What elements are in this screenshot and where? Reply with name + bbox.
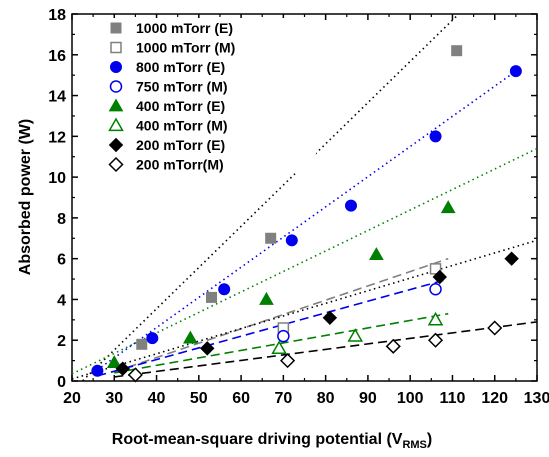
- legend-marker: [110, 22, 122, 34]
- legend-marker: [110, 41, 122, 54]
- legend-marker: [109, 80, 123, 93]
- fit-line: [114, 321, 537, 378]
- legend-label: 1000 mTorr (M): [136, 40, 235, 56]
- data-point: [206, 291, 217, 303]
- x-tick-label: 120: [481, 390, 508, 407]
- data-point: [91, 364, 104, 377]
- legend-backdrop: [96, 115, 316, 135]
- x-tick-label: 100: [397, 390, 424, 407]
- fit-line: [114, 312, 449, 374]
- y-tick-label: 6: [57, 252, 66, 269]
- legend-label: 400 mTorr (M): [136, 118, 228, 134]
- legend-marker: [110, 61, 122, 73]
- x-axis-title-main: Root-mean-square driving potential (V: [112, 431, 403, 448]
- data-point: [429, 263, 442, 275]
- fit-lines: [72, 15, 537, 381]
- data-point: [259, 291, 274, 305]
- y-tick-label: 8: [57, 211, 66, 228]
- y-tick-label: 0: [57, 374, 66, 391]
- legend-backdrop: [96, 57, 316, 76]
- x-tick-label: 90: [359, 390, 377, 407]
- y-tick-label: 14: [48, 89, 66, 106]
- y-tick-label: 2: [57, 333, 66, 350]
- x-tick-label: 110: [440, 390, 466, 407]
- fit-line: [114, 257, 449, 373]
- data-point: [347, 328, 364, 342]
- legend-backdrop: [96, 18, 316, 37]
- data-point: [432, 269, 447, 285]
- y-tick-label: 10: [48, 170, 66, 187]
- x-axis-title-subscript: RMS: [402, 439, 426, 451]
- data-point: [509, 65, 522, 78]
- data-point: [200, 341, 215, 356]
- data-point: [146, 332, 159, 345]
- data-points: [91, 45, 522, 383]
- legend-label: 800 mTorr (E): [136, 59, 225, 75]
- y-tick-label: 16: [48, 48, 66, 65]
- y-tick-label: 4: [57, 292, 66, 309]
- data-point: [280, 353, 296, 369]
- legend-marker: [108, 98, 124, 112]
- data-point: [345, 199, 357, 212]
- legend-label: 750 mTorr (M): [136, 79, 228, 95]
- legend-backdrop: [96, 37, 316, 57]
- x-tick-label: 50: [190, 390, 208, 407]
- data-point: [136, 338, 148, 350]
- y-tick-label: 18: [48, 7, 66, 24]
- data-point: [429, 130, 442, 143]
- x-tick-label: 70: [274, 390, 292, 407]
- legend-backdrop: [96, 96, 316, 115]
- data-point: [440, 200, 456, 214]
- data-point: [451, 45, 463, 57]
- data-point: [427, 332, 444, 348]
- data-point: [487, 320, 503, 336]
- x-tick-label: 80: [317, 390, 335, 407]
- data-point: [429, 283, 442, 296]
- legend: 1000 mTorr (E) 1000 mTorr (M) 800 mTorr (E…: [96, 18, 316, 174]
- x-tick-label: 30: [105, 390, 123, 407]
- x-axis-title: Root-mean-square driving potential (VRMS…: [112, 431, 432, 451]
- y-tick-label: 12: [48, 129, 66, 146]
- data-point: [115, 361, 130, 376]
- x-tick-label: 60: [232, 390, 250, 407]
- data-point: [183, 330, 198, 344]
- x-axis-title-end: ): [427, 431, 432, 448]
- data-point: [265, 232, 277, 244]
- legend-label: 400 mTorr (E): [136, 98, 225, 114]
- legend-backdrop: [96, 154, 316, 174]
- data-point: [285, 234, 298, 247]
- y-axis-title: Absorbed power (W): [17, 119, 34, 275]
- legend-label: 200 mTorr(M): [136, 157, 224, 173]
- legend-label: 200 mTorr (E): [136, 137, 225, 153]
- fit-line: [72, 239, 537, 380]
- legend-marker: [108, 137, 124, 153]
- data-point: [127, 367, 143, 383]
- data-point: [218, 283, 231, 296]
- x-tick-label: 130: [524, 390, 549, 407]
- axis-ticks: 20 30 40 50 60 70 80 90 100 110 120 130 0 2 4 6 8 10 12 14 1…: [48, 7, 549, 407]
- legend-backdrop: [96, 135, 316, 154]
- data-point: [106, 355, 122, 369]
- legend-marker: [108, 117, 124, 132]
- x-tick-label: 40: [148, 390, 166, 407]
- legend-backdrop: [96, 76, 316, 96]
- data-point: [322, 310, 338, 326]
- legend-marker: [108, 156, 124, 173]
- data-point: [504, 251, 519, 266]
- data-point: [271, 340, 287, 355]
- legend-label: 1000 mTorr (E): [136, 20, 233, 36]
- data-point: [277, 329, 290, 343]
- fit-line: [97, 278, 449, 377]
- data-point: [427, 311, 444, 326]
- data-point: [385, 338, 401, 354]
- x-tick-label: 20: [63, 390, 81, 407]
- data-point: [369, 247, 384, 260]
